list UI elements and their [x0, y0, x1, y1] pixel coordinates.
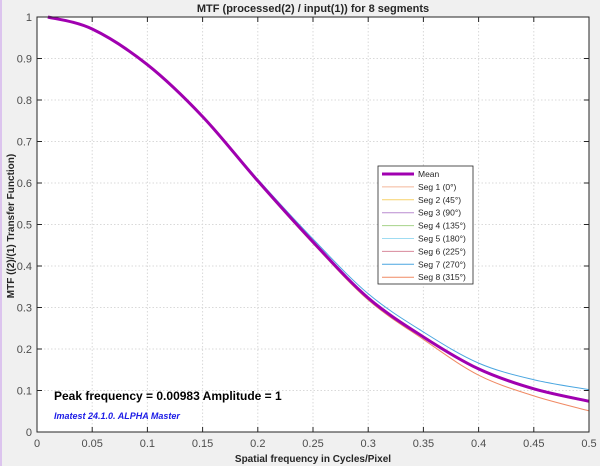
x-axis-label: Spatial frequency in Cycles/Pixel: [235, 454, 391, 465]
y-tick-label: 0.1: [17, 386, 32, 398]
imatest-version-annotation: Imatest 24.1.0. ALPHA Master: [54, 411, 180, 421]
y-tick-label: 0.5: [17, 220, 32, 232]
x-tick-label: 0.2: [250, 438, 265, 450]
legend-entry: Seg 1 (0°): [418, 182, 457, 192]
y-tick-label: 1: [26, 12, 32, 24]
legend-entry: Seg 7 (270°): [418, 259, 466, 269]
y-tick-label: 0.2: [17, 344, 32, 356]
y-tick-label: 0.7: [17, 137, 32, 149]
x-tick-label: 0.5: [581, 438, 596, 450]
x-tick-label: 0.15: [192, 438, 213, 450]
legend-entry: Seg 6 (225°): [418, 246, 466, 256]
legend-entry: Seg 3 (90°): [418, 208, 461, 218]
axis-ticks: 0 0.05 0.1 0.15 0.2 0.25 0.3 0.35 0.4 0.45 0.5 0 0.1…: [17, 12, 597, 450]
series-line: [47, 15, 590, 403]
legend-entry: Seg 5 (180°): [418, 234, 466, 244]
data-series: [47, 15, 590, 412]
y-tick-label: 0.4: [17, 261, 32, 273]
peak-frequency-annotation: Peak frequency = 0.00983 Amplitude = 1: [54, 389, 282, 403]
x-tick-label: 0.4: [471, 438, 486, 450]
plot-border: [36, 16, 590, 433]
chart-title: MTF (processed(2) / input(1)) for 8 segm…: [197, 3, 429, 15]
y-tick-label: 0.6: [17, 178, 32, 190]
x-tick-label: 0.3: [361, 438, 376, 450]
y-axis-label: MTF ((2)/(1) Transfer Function): [6, 154, 17, 298]
x-tick-label: 0.25: [302, 438, 323, 450]
y-tick-label: 0.3: [17, 303, 32, 315]
y-tick-label: 0.9: [17, 54, 32, 66]
x-tick-label: 0.35: [413, 438, 434, 450]
legend-entry: Seg 4 (135°): [418, 221, 466, 231]
x-tick-label: 0.05: [81, 438, 102, 450]
y-tick-label: 0.8: [17, 95, 32, 107]
x-tick-label: 0.45: [523, 438, 544, 450]
legend-entry: Mean: [418, 169, 440, 179]
x-tick-label: 0: [34, 438, 40, 450]
legend-entry: Seg 2 (45°): [418, 195, 461, 205]
y-tick-label: 0: [26, 427, 32, 439]
legend-entry: Seg 8 (315°): [418, 272, 466, 282]
legend: Mean Seg 1 (0°) Seg 2 (45°) Seg 3 (90°) Seg …: [377, 165, 474, 285]
x-tick-label: 0.1: [140, 438, 155, 450]
window-frame-left: [0, 0, 2, 466]
